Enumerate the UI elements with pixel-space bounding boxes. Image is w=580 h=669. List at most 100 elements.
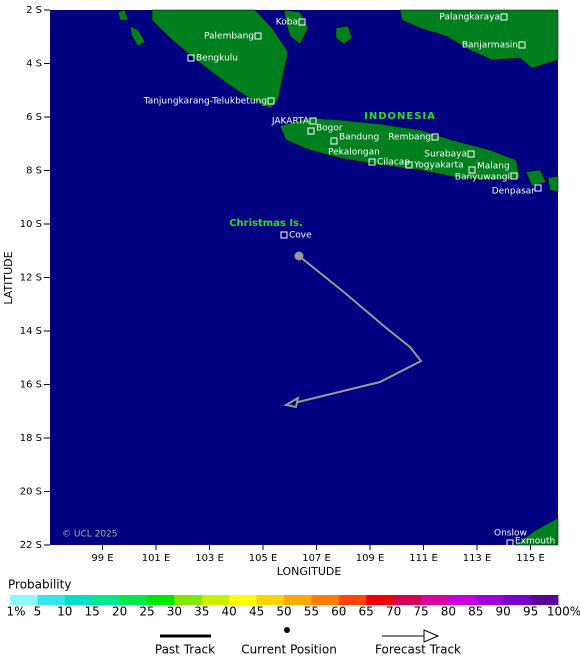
land xyxy=(117,9,559,546)
probability-swatch xyxy=(256,595,285,605)
place-marker xyxy=(298,18,306,26)
probability-swatch xyxy=(284,595,312,605)
place-label: Koba xyxy=(276,18,298,28)
ocean xyxy=(50,10,558,545)
probability-swatch xyxy=(530,595,559,605)
legend-key-label: Forecast Track xyxy=(375,643,461,657)
lon-label: 105 E xyxy=(249,553,278,564)
legend-keys xyxy=(160,627,440,643)
probability-swatch xyxy=(338,595,367,605)
probability-label: 15 xyxy=(85,605,100,619)
probability-label: 35 xyxy=(194,605,209,619)
place-marker xyxy=(405,161,413,169)
place-marker xyxy=(187,54,195,62)
forecast-track xyxy=(283,255,423,409)
legend-key-label: Current Position xyxy=(241,643,337,657)
place-label: Cove xyxy=(289,231,312,241)
legend-key-label: Past Track xyxy=(155,643,215,657)
probability-swatch xyxy=(448,595,477,605)
lat-label: 8 S xyxy=(26,166,42,177)
place-label: Banyuwangi xyxy=(455,173,510,183)
place-label: Exmouth xyxy=(515,537,555,547)
probability-swatch xyxy=(119,595,148,605)
probability-label: 10 xyxy=(57,605,72,619)
probability-label: 20 xyxy=(112,605,127,619)
place-label: Yogyakarta xyxy=(413,161,464,171)
place-marker xyxy=(431,133,439,141)
probability-label: 85 xyxy=(468,605,483,619)
probability-label: 30 xyxy=(167,605,182,619)
lat-label: 16 S xyxy=(20,380,42,391)
place-marker xyxy=(510,172,518,180)
copyright: © UCL 2025 xyxy=(62,530,118,540)
lon-label: 103 E xyxy=(195,553,224,564)
probability-swatch xyxy=(64,595,93,605)
probability-swatch xyxy=(366,595,395,605)
lat-label: 10 S xyxy=(20,219,42,230)
lat-label: 14 S xyxy=(20,326,42,337)
place-marker xyxy=(254,32,262,40)
probability-label: 25 xyxy=(139,605,154,619)
probability-swatch xyxy=(421,595,449,605)
probability-label: 65 xyxy=(359,605,374,619)
lat-label: 4 S xyxy=(26,59,42,70)
place-label: Tanjungkarang-Telukbetung xyxy=(143,97,267,107)
place-label: Palembang xyxy=(204,32,254,42)
lon-label: 101 E xyxy=(142,553,171,564)
place-label: Denpasar xyxy=(492,187,536,197)
place-label: Palangkaraya xyxy=(439,13,500,23)
probability-swatch xyxy=(174,595,203,605)
lon-label: 113 E xyxy=(463,553,492,564)
probability-swatch xyxy=(37,595,66,605)
place-marker xyxy=(330,137,338,145)
place-marker xyxy=(267,97,275,105)
probability-label: 60 xyxy=(331,605,346,619)
x-axis-label: LONGITUDE xyxy=(277,565,342,578)
place-marker xyxy=(467,150,475,158)
probability-label: 1% xyxy=(6,605,25,619)
place-marker xyxy=(368,158,376,166)
place-label: Malang xyxy=(477,162,510,172)
probability-label: 55 xyxy=(304,605,319,619)
lat-label: 12 S xyxy=(20,273,42,284)
place-label: Pekalongan xyxy=(328,148,380,158)
lat-label: 6 S xyxy=(26,112,42,123)
place-label: Bengkulu xyxy=(196,54,238,64)
place-marker xyxy=(280,231,288,239)
place-marker xyxy=(468,166,476,174)
probability-swatch xyxy=(311,595,340,605)
place-label: JAKARTA xyxy=(271,117,310,127)
place-marker xyxy=(309,117,317,125)
island-label: Christmas Is. xyxy=(229,218,303,229)
probability-swatch xyxy=(393,595,422,605)
place-marker xyxy=(500,13,508,21)
probability-swatch xyxy=(10,595,38,605)
lon-label: 115 E xyxy=(516,553,545,564)
place-label: Cilacap xyxy=(377,158,410,168)
probability-swatch xyxy=(92,595,121,605)
track-line xyxy=(289,255,423,405)
place-marker xyxy=(534,184,542,192)
probability-label: 5 xyxy=(34,605,42,619)
probability-swatch xyxy=(201,595,230,605)
place-marker xyxy=(518,41,526,49)
place-label: Rembang xyxy=(388,133,431,143)
place-label: Surabaya xyxy=(424,150,467,160)
forecast-arrow-key xyxy=(423,629,440,643)
place-label: Onslow xyxy=(494,529,527,539)
probability-label: 95 xyxy=(523,605,538,619)
probability-swatch xyxy=(503,595,532,605)
probability-label: 70 xyxy=(386,605,401,619)
place-label: Bandung xyxy=(339,133,379,143)
probability-swatch xyxy=(229,595,258,605)
lon-label: 111 E xyxy=(409,553,438,564)
lon-label: 107 E xyxy=(302,553,331,564)
lat-label: 2 S xyxy=(26,5,42,16)
place-label: Banjarmasin xyxy=(462,41,518,51)
current-position xyxy=(294,251,304,261)
place-marker xyxy=(307,127,315,135)
place-label: Bogor xyxy=(316,124,343,134)
probability-label: 100% xyxy=(547,605,580,619)
probability-swatch xyxy=(475,595,504,605)
